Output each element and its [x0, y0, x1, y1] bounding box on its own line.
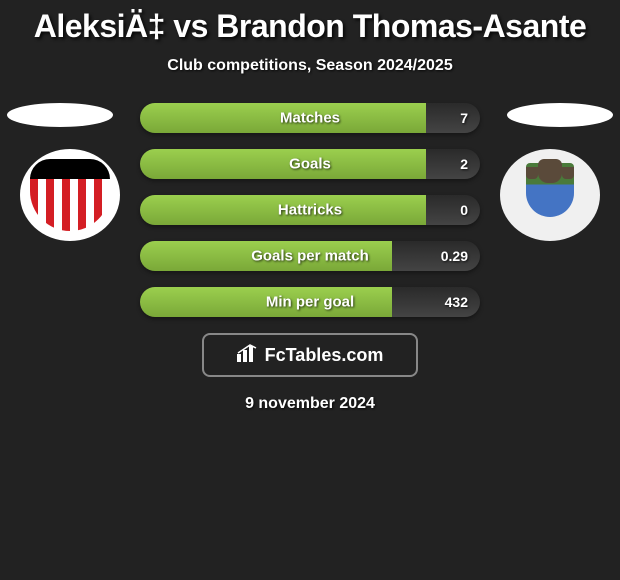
stat-label: Min per goal: [266, 294, 354, 311]
comparison-title: AleksiÄ‡ vs Brandon Thomas-Asante: [0, 0, 620, 45]
stat-bar-left: [140, 149, 426, 179]
bar-chart-icon: [237, 344, 259, 367]
brand-badge[interactable]: FcTables.com: [202, 333, 418, 377]
stat-row: Min per goal 432: [140, 287, 480, 317]
brand-text: FcTables.com: [265, 345, 384, 366]
stats-bars: Matches 7 Goals 2 Hattricks 0 Goals per match 0…: [140, 103, 480, 317]
stat-row: Hattricks 0: [140, 195, 480, 225]
stat-value-right: 2: [460, 156, 468, 172]
stat-bar-right: [426, 195, 480, 225]
stat-label: Goals per match: [251, 248, 369, 265]
snapshot-date: 9 november 2024: [0, 395, 620, 413]
stat-label: Hattricks: [278, 202, 342, 219]
player-photo-right-placeholder: [507, 103, 613, 127]
stat-row: Goals 2: [140, 149, 480, 179]
stat-label: Goals: [289, 156, 331, 173]
crest-left-graphic: [20, 149, 120, 241]
stat-bar-right: [426, 103, 480, 133]
crest-right-graphic: [500, 149, 600, 241]
stat-bar-right: [426, 149, 480, 179]
club-crest-right: [500, 149, 600, 241]
comparison-body: Matches 7 Goals 2 Hattricks 0 Goals per match 0…: [0, 103, 620, 413]
stat-value-right: 0.29: [441, 248, 468, 264]
stat-value-right: 432: [445, 294, 468, 310]
comparison-subtitle: Club competitions, Season 2024/2025: [0, 57, 620, 75]
stat-row: Goals per match 0.29: [140, 241, 480, 271]
player-photo-left-placeholder: [7, 103, 113, 127]
stat-row: Matches 7: [140, 103, 480, 133]
stat-label: Matches: [280, 110, 340, 127]
club-crest-left: [20, 149, 120, 241]
stat-value-right: 7: [460, 110, 468, 126]
stat-value-right: 0: [460, 202, 468, 218]
